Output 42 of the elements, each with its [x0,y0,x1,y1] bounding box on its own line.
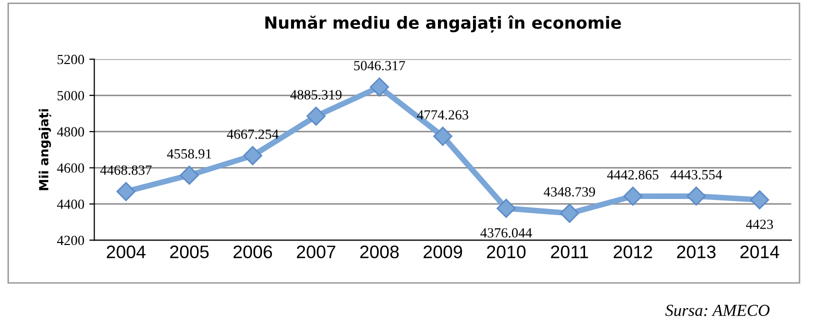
point [180,166,199,185]
y-tick-label: 4400 [57,200,84,209]
x-tick-label: 2004 [106,246,146,258]
x-tick-label: 2012 [614,246,652,258]
data-label: 4885.319 [290,90,342,100]
data-label: 5046.317 [354,60,406,70]
x-tick-label: 2007 [296,246,336,258]
x-tick-label: 2013 [677,246,716,258]
point [116,182,136,202]
x-tick-label: 2010 [486,246,526,258]
y-tick-label: 4200 [57,236,84,246]
chart-title: Număr mediu de angajați în economie [265,15,621,33]
point [623,186,642,206]
data-label: 4348.739 [544,187,595,197]
y-tick-label: 4600 [57,163,84,173]
y-tick-label: 5200 [58,54,84,64]
x-tick-label: 2009 [424,246,462,258]
x-tick-label: 2008 [360,246,399,258]
point [560,204,580,223]
data-label: 4443.554 [670,170,722,180]
data-label: 4442.865 [607,170,658,180]
y-tick-label: 5000 [58,90,84,100]
data-label: 4468.837 [100,165,152,175]
point [370,77,389,97]
point [496,198,516,218]
point [243,146,262,166]
y-axis-title: Mii angajați [38,109,52,190]
y-tick-label: 4800 [57,127,84,137]
point [306,106,326,126]
data-label: 4558.91 [167,149,212,159]
point [686,186,706,206]
x-tick-label: 2005 [170,246,209,258]
point [750,190,770,210]
data-label: 4774.263 [417,110,468,120]
data-label: 4423 [746,220,773,230]
point [433,126,452,146]
x-tick-label: 2006 [234,246,272,258]
data-label: 4376.044 [480,228,532,238]
x-tick-label: 2011 [551,246,588,258]
x-tick-label: 2014 [740,246,780,258]
text: Sursa: AMECO [665,304,770,316]
data-label: 4667.254 [226,130,279,139]
